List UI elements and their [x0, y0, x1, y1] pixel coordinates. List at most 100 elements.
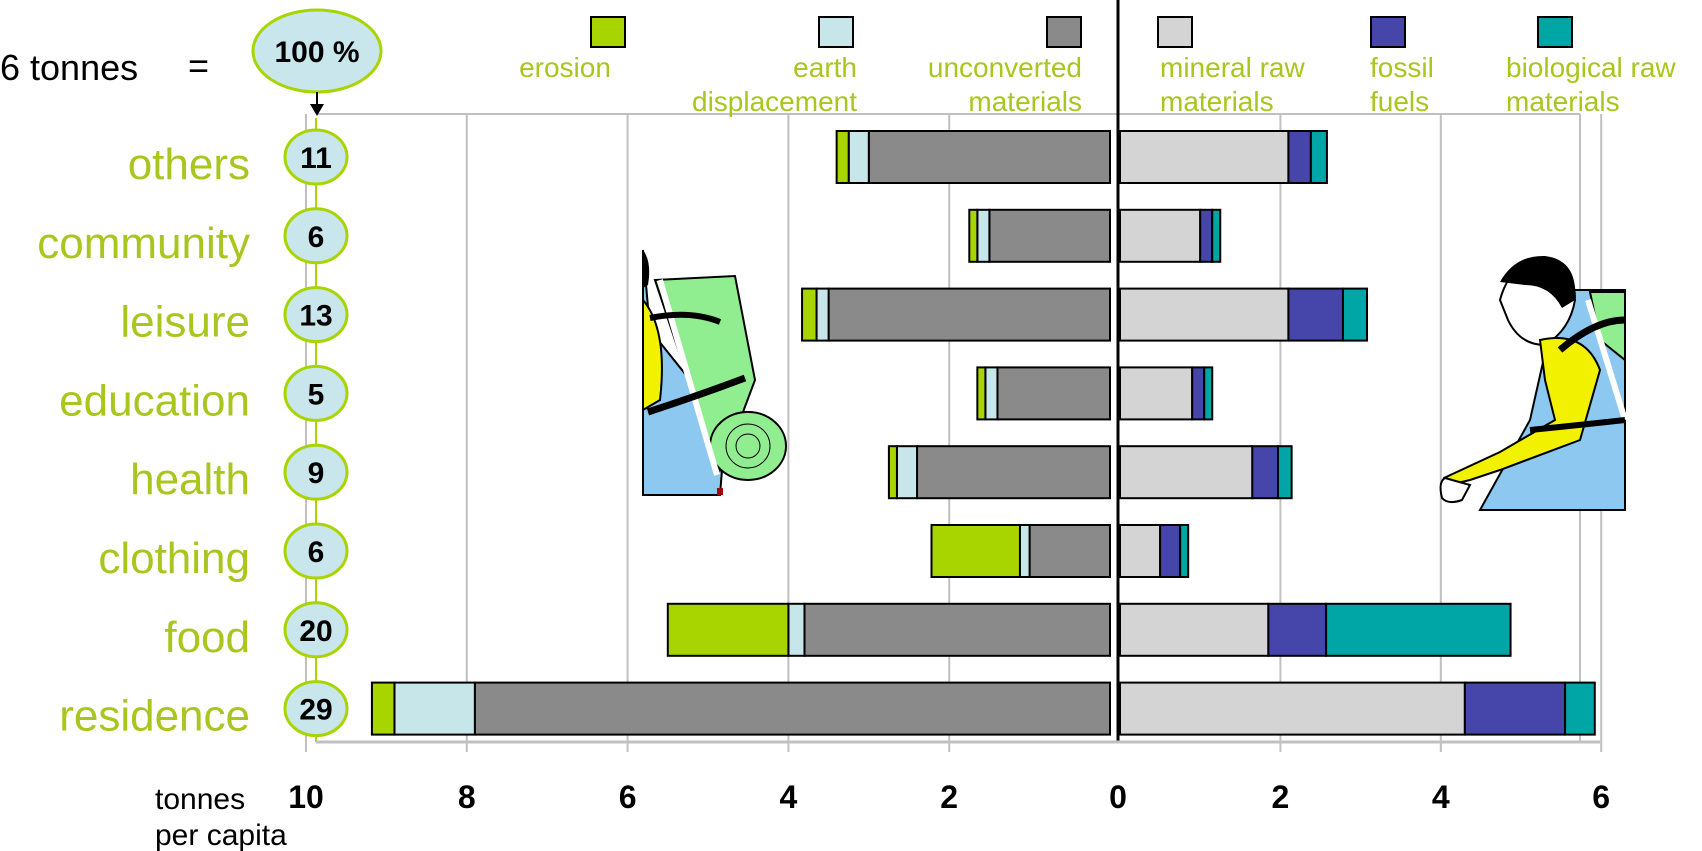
- bar-right-mineral_raw_materials: [1119, 130, 1290, 184]
- percent-label: 13: [299, 300, 332, 333]
- legend-label: earth: [793, 52, 857, 83]
- x-axis: 10 8 6 4 2 0 2 4 6: [288, 740, 1610, 815]
- bar-right-mineral_raw_materials: [1119, 208, 1202, 263]
- category-label: residence: [59, 692, 250, 741]
- percent-bubble: [283, 286, 349, 344]
- bar-left-unconverted_materials: [803, 602, 1111, 657]
- total-tonnes-label: 6 tonnes: [0, 47, 138, 88]
- bar-right-fossil_fuels: [1463, 681, 1567, 736]
- percent-bubble: [283, 522, 349, 580]
- bar-left-earth_displacement: [984, 366, 999, 421]
- bar-left-erosion: [370, 681, 396, 736]
- legend-swatch: [1046, 16, 1082, 48]
- bar-right-fossil_fuels: [1267, 602, 1328, 657]
- bar-left-unconverted_materials: [996, 366, 1111, 421]
- bar-left-erosion: [666, 602, 790, 657]
- legend-label: materials: [968, 86, 1082, 117]
- bar-left-earth_displacement: [895, 445, 919, 500]
- bars: [370, 130, 1596, 736]
- legend-label: mineral raw: [1160, 52, 1305, 83]
- percent-bubble: [283, 207, 349, 265]
- tick-label: 10: [288, 779, 324, 815]
- percent-label: 9: [308, 457, 325, 490]
- bar-right-biological_raw_materials: [1341, 287, 1369, 342]
- tick-label: 2: [1272, 779, 1290, 815]
- legend-label: biological raw: [1506, 52, 1676, 83]
- bar-right-fossil_fuels: [1159, 524, 1182, 578]
- category-rows: others 11 community 6 leisure 13 education 5 hea…: [37, 118, 349, 742]
- bar-right-fossil_fuels: [1287, 287, 1344, 342]
- bar-left-earth_displacement: [1018, 524, 1031, 578]
- bar-right-mineral_raw_materials: [1119, 366, 1194, 421]
- legend-label: materials: [1506, 86, 1620, 117]
- bar-left-unconverted_materials: [988, 208, 1112, 263]
- bar-left-unconverted_materials: [916, 445, 1111, 500]
- bar-left-unconverted_materials: [473, 681, 1111, 736]
- hiker-walking-icon: [1439, 255, 1628, 511]
- bar-left-erosion: [801, 287, 818, 342]
- bar-left-erosion: [887, 445, 898, 500]
- percent-label: 5: [308, 378, 325, 411]
- percent-bubble: [283, 364, 349, 422]
- category-label: others: [128, 140, 250, 189]
- percent-bubble: [283, 128, 349, 186]
- legend-swatch: [1370, 16, 1406, 48]
- tick-label: 6: [1592, 779, 1610, 815]
- bar-right-mineral_raw_materials: [1119, 524, 1162, 578]
- bar-left-earth_displacement: [847, 130, 870, 184]
- bar-right-biological_raw_materials: [1179, 524, 1190, 578]
- percent-label: 29: [299, 694, 332, 727]
- bar-right-biological_raw_materials: [1309, 130, 1328, 184]
- equals-sign: =: [188, 45, 209, 86]
- category-label: leisure: [120, 298, 250, 347]
- tick-label: 6: [619, 779, 637, 815]
- axis-unit-line1: tonnes: [155, 783, 245, 816]
- category-label: education: [59, 376, 250, 425]
- tick-label: 0: [1109, 779, 1127, 815]
- bar-left-erosion: [930, 524, 1021, 578]
- tick-label: 4: [1432, 779, 1450, 815]
- bar-left-erosion: [976, 366, 987, 421]
- percent-label: 11: [300, 142, 332, 175]
- bar-left-unconverted_materials: [827, 287, 1111, 342]
- percent-bubble: [283, 443, 349, 501]
- percent-bubble: [283, 601, 349, 659]
- bar-left-earth_displacement: [393, 681, 476, 736]
- bar-left-erosion: [968, 208, 979, 263]
- bar-left-earth_displacement: [787, 602, 806, 657]
- bar-right-biological_raw_materials: [1564, 681, 1596, 736]
- bar-right-biological_raw_materials: [1203, 366, 1214, 421]
- arrow-down-icon: [310, 104, 324, 116]
- category-label: food: [164, 613, 250, 662]
- total-percent-label: 100 %: [274, 36, 359, 69]
- bar-right-fossil_fuels: [1287, 130, 1312, 184]
- legend-label: materials: [1160, 86, 1274, 117]
- bar-right-biological_raw_materials: [1211, 208, 1222, 263]
- category-label: clothing: [98, 534, 250, 583]
- percent-label: 6: [308, 221, 325, 254]
- bar-right-mineral_raw_materials: [1119, 681, 1466, 736]
- legend: erosion earthdisplacementunconvertedmater…: [519, 16, 1676, 117]
- percent-label: 20: [299, 615, 332, 648]
- category-label: community: [37, 219, 250, 268]
- category-label: health: [130, 455, 250, 504]
- legend-label: fuels: [1370, 86, 1429, 117]
- legend-label: fossil: [1370, 52, 1434, 83]
- tick-label: 8: [458, 779, 476, 815]
- legend-label: displacement: [692, 86, 857, 117]
- bar-left-erosion: [835, 130, 850, 184]
- legend-swatch: [1537, 16, 1573, 48]
- legend-label: erosion: [519, 52, 611, 83]
- legend-swatch: [818, 16, 854, 48]
- legend-label: unconverted: [928, 52, 1082, 83]
- bar-right-mineral_raw_materials: [1119, 445, 1254, 500]
- tick-label: 4: [780, 779, 798, 815]
- bar-left-earth_displacement: [815, 287, 830, 342]
- axis-unit-line2: per capita: [155, 819, 287, 851]
- bar-right-fossil_fuels: [1251, 445, 1279, 500]
- bar-right-fossil_fuels: [1199, 208, 1214, 263]
- legend-swatch: [1157, 16, 1193, 48]
- bar-left-earth_displacement: [976, 208, 991, 263]
- bar-right-mineral_raw_materials: [1119, 602, 1270, 657]
